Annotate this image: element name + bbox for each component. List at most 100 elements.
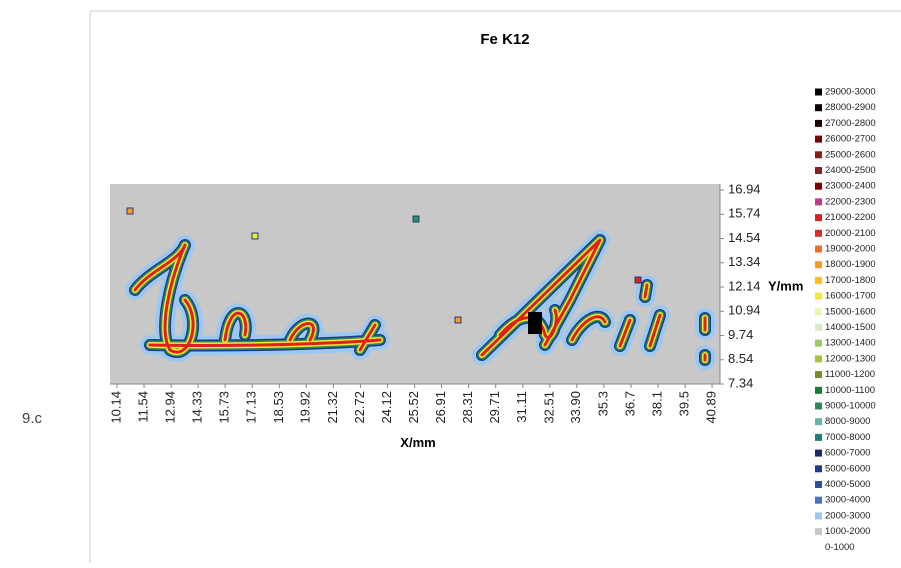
legend-label: 14000-1500 (825, 322, 876, 333)
legend-swatch (815, 496, 822, 504)
y-tick-label: 12.14 (728, 278, 761, 293)
speck (412, 215, 420, 223)
x-tick-label: 24.12 (379, 391, 394, 424)
x-tick-label: 22.72 (352, 391, 367, 424)
x-axis-title: X/mm (400, 435, 435, 450)
legend-label: 13000-1400 (825, 338, 876, 349)
legend-swatch (815, 512, 822, 520)
legend-swatch (815, 386, 822, 394)
y-tick-label: 7.34 (728, 375, 753, 390)
legend-swatch (815, 433, 822, 441)
legend-label: 2000-3000 (825, 510, 870, 521)
y-tick-label: 8.54 (728, 351, 753, 366)
x-tick-label: 17.13 (244, 391, 259, 424)
legend-label: 15000-1600 (825, 306, 876, 317)
legend-swatch (815, 543, 822, 551)
legend-label: 11000-1200 (825, 369, 875, 380)
legend: 29000-3000 28000-2900 27000-2800 26000-2700… (815, 87, 876, 553)
legend-swatch (815, 324, 822, 331)
legend-swatch (815, 214, 822, 222)
legend-swatch (815, 402, 822, 410)
x-tick-label: 31.11 (514, 391, 529, 423)
legend-label: 17000-1800 (825, 275, 876, 286)
legend-label: 26000-2700 (825, 134, 876, 145)
legend-label: 8000-9000 (825, 416, 870, 427)
speck (634, 276, 642, 284)
x-tick-label: 11.54 (135, 391, 150, 423)
legend-label: 23000-2400 (825, 181, 876, 192)
legend-label: 16000-1700 (825, 291, 876, 302)
legend-label: 24000-2500 (825, 165, 876, 176)
x-tick-label: 32.51 (541, 391, 556, 424)
x-tick-label: 40.89 (704, 391, 719, 424)
legend-label: 4000-5000 (825, 479, 870, 490)
legend-swatch (815, 339, 822, 347)
legend-swatch (815, 182, 822, 190)
x-tick-label: 21.32 (325, 391, 340, 424)
legend-label: 3000-4000 (825, 495, 870, 506)
legend-label: 25000-2600 (825, 149, 876, 160)
y-tick-label: 13.34 (728, 254, 761, 269)
legend-swatch (815, 449, 822, 457)
legend-swatch (815, 355, 822, 363)
legend-swatch (815, 308, 822, 316)
x-tick-label: 36.7 (622, 391, 637, 416)
legend-swatch (815, 119, 822, 127)
speck (126, 207, 134, 215)
legend-label: 18000-1900 (825, 259, 876, 270)
legend-swatch (815, 151, 822, 159)
y-tick-label: 14.54 (728, 230, 761, 245)
legend-label: 0-1000 (825, 542, 855, 553)
hot-spot (528, 312, 542, 334)
legend-swatch (815, 371, 822, 379)
x-tick-label: 33.90 (568, 391, 583, 424)
x-tick-label: 18.53 (271, 391, 286, 424)
legend-label: 20000-2100 (825, 228, 876, 239)
x-tick-label: 19.92 (298, 391, 313, 424)
x-tick-label: 35.3 (595, 391, 610, 416)
legend-swatch (815, 292, 822, 300)
legend-swatch (815, 276, 822, 284)
legend-label: 1000-2000 (825, 526, 870, 537)
legend-swatch (815, 229, 822, 237)
legend-swatch (815, 167, 822, 174)
axes: 10.14 11.54 12.94 14.33 15.73 17.13 18.53 19.92… (108, 181, 803, 450)
x-tick-label: 26.91 (433, 391, 448, 424)
x-tick-label: 12.94 (163, 391, 178, 424)
caption: 9.c (22, 410, 43, 427)
legend-label: 19000-2000 (825, 244, 876, 255)
legend-label: 29000-3000 (825, 87, 876, 98)
legend-swatch (815, 245, 822, 253)
legend-label: 22000-2300 (825, 196, 876, 207)
x-tick-label: 15.73 (217, 391, 232, 424)
legend-label: 5000-6000 (825, 463, 870, 474)
legend-label: 7000-8000 (825, 432, 870, 443)
legend-swatch (815, 198, 822, 206)
legend-swatch (815, 104, 822, 112)
legend-label: 27000-2800 (825, 118, 876, 129)
y-tick-label: 10.94 (728, 303, 761, 318)
legend-label: 12000-1300 (825, 353, 876, 364)
x-tick-label: 10.14 (108, 391, 123, 424)
y-tick-label: 9.74 (728, 327, 753, 342)
legend-label: 21000-2200 (825, 212, 876, 223)
legend-swatch (815, 418, 822, 426)
legend-swatch (815, 261, 822, 269)
map-features (126, 207, 705, 360)
speck (454, 316, 462, 324)
x-tick-label: 38.1 (650, 391, 665, 416)
legend-swatch (815, 88, 822, 96)
x-tick-label: 29.71 (487, 391, 502, 424)
x-tick-label: 28.31 (460, 391, 475, 424)
plot-area (110, 184, 720, 384)
y-tick-label: 15.74 (728, 206, 761, 221)
y-tick-label: 16.94 (728, 181, 761, 196)
legend-swatch (815, 481, 822, 488)
legend-swatch (815, 465, 822, 473)
x-tick-label: 39.5 (677, 391, 692, 416)
legend-label: 9000-10000 (825, 401, 876, 412)
y-axis-title: Y/mm (768, 278, 803, 293)
legend-swatch (815, 135, 822, 143)
legend-label: 28000-2900 (825, 102, 876, 113)
